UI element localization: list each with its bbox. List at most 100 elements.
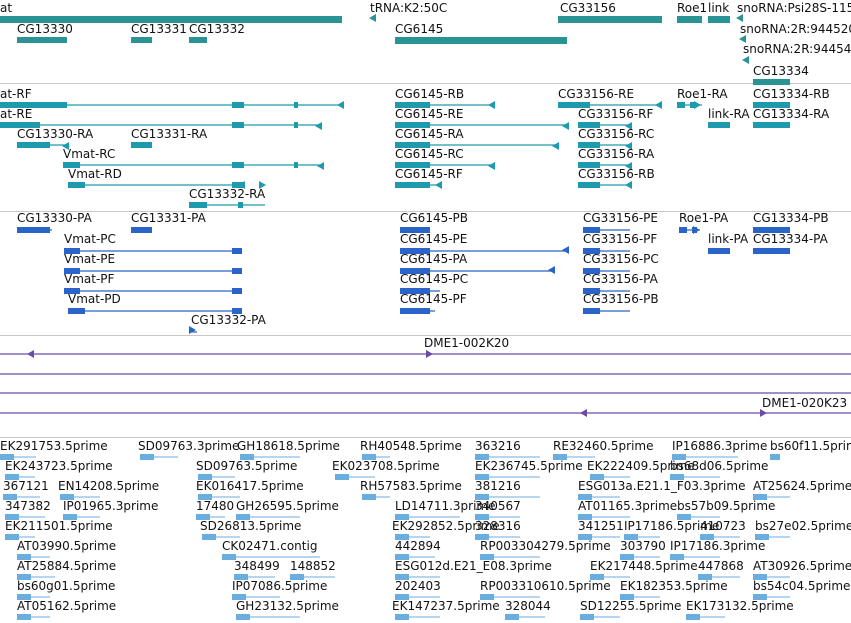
est-re32460-5prime[interactable]: RE32460.5prime [553,439,654,460]
est-367121[interactable]: 367121 [3,479,49,500]
feature-at-re[interactable]: at-RE [0,107,322,130]
est-rp003304279-5prime[interactable]: RP003304279.5prime [480,539,611,560]
est-at25624-5prime[interactable]: AT25624.5prime [753,479,851,500]
est-442894[interactable]: 442894 [395,539,441,560]
est-rh40548-5prime[interactable]: RH40548.5prime [360,439,462,460]
feature-cg33156-re[interactable]: CG33156-RE [558,87,662,109]
feature-vmat-rd[interactable]: Vmat-RD [68,167,245,189]
est-at30926-5prime[interactable]: AT30926.5prime [753,559,851,580]
gene-cg13332[interactable]: CG13332 [189,22,245,43]
feature-cg6145-pc[interactable]: CG6145-PC [400,272,468,294]
est-340567[interactable]: 340567 [475,499,521,520]
gene-link[interactable]: link [708,1,730,23]
est-at03990-5prime[interactable]: AT03990.5prime [17,539,116,560]
gene-snorna-2r-9445205[interactable]: snoRNA:2R:9445205 [739,22,851,43]
feature-vmat-pd[interactable]: Vmat-PD [68,292,242,314]
est-ek292852-5prime[interactable]: EK292852.5prime [392,519,500,540]
feature-roe1-ra[interactable]: Roe1-RA [677,87,728,109]
gene-track[interactable]: at tRNA:K2:50C CG33156 Roe1 link snoRNA:Psi28… [0,1,851,85]
est-381216[interactable]: 381216 [475,479,540,500]
est-148852[interactable]: 148852 [290,559,336,580]
feature-cg13332-ra[interactable]: CG13332-RA [189,181,266,208]
gene-cg13334[interactable]: CG13334 [753,64,809,85]
est-ek222409-5prime[interactable]: EK222409.5prime [587,459,695,480]
est-sd26813-5prime[interactable]: SD26813.5prime [200,519,301,540]
est-sd09763-3prime[interactable]: SD09763.3prime [138,439,239,460]
est-ek217448-5prime[interactable]: EK217448.5prime [590,559,698,580]
feature-cg6145-pf[interactable]: CG6145-PF [400,292,467,314]
est-341251[interactable]: 341251 [578,519,624,540]
feature-cg13334-pa[interactable]: CG13334-PA [753,232,829,254]
est-ek243723-5prime[interactable]: EK243723.5prime [5,459,113,480]
est-bs60g01-5prime[interactable]: bs60g01.5prime [17,579,115,600]
feature-cg33156-pa[interactable]: CG33156-PA [583,272,659,294]
est-rh57583-5prime[interactable]: RH57583.5prime [360,479,462,500]
gene-snorna-psi28s-115[interactable]: snoRNA:Psi28S-115 [736,1,851,22]
est-esg012d-e21-e08-3prime[interactable]: ESG012d.E21_E08.3prime [395,559,552,580]
feature-cg33156-pb[interactable]: CG33156-PB [583,292,659,314]
feature-cg33156-pf[interactable]: CG33156-PF [583,232,657,254]
est-347382[interactable]: 347382 [5,499,51,520]
est-202403[interactable]: 202403 [395,579,441,600]
est-gh23132-5prime[interactable]: GH23132.5prime [236,599,339,620]
gene-cg13331[interactable]: CG13331 [131,22,187,43]
repeat-dme1-020k23[interactable]: DME1-020K23 [0,396,851,417]
feature-vmat-rc[interactable]: Vmat-RC [63,147,324,170]
gene-cg6145[interactable]: CG6145 [395,22,567,44]
est-sd09763-5prime[interactable]: SD09763.5prime [196,459,297,480]
feature-at-rf[interactable]: at-RF [0,87,344,109]
feature-cg33156-ra[interactable]: CG33156-RA [578,147,655,170]
gene-snorna-2r-9445410[interactable]: snoRNA:2R:9445410 [742,42,851,64]
feature-cg13334-pb[interactable]: CG13334-PB [753,211,829,233]
est-447868[interactable]: 447868 [698,559,744,580]
feature-vmat-pe[interactable]: Vmat-PE [64,252,242,274]
gene-roe1[interactable]: Roe1 [677,1,707,23]
est-303790[interactable]: 303790 [620,539,666,560]
est-348499[interactable]: 348499 [234,559,280,580]
feature-cg33156-rc[interactable]: CG33156-RC [578,127,654,150]
feature-vmat-pf[interactable]: Vmat-PF [64,272,242,294]
feature-cg6145-rf[interactable]: CG6145-RF [395,167,463,189]
est-track[interactable]: EK291753.5prime SD09763.3primeGH18618.5pr… [0,439,851,620]
feature-cg33156-rf[interactable]: CG33156-RF [578,107,654,130]
est-ek147237-5prime[interactable]: EK147237.5prime [392,599,500,620]
est-410723[interactable]: 410723 [700,519,746,540]
est-ip17186-3prime[interactable]: IP17186.3prime [670,539,765,560]
est-bs60f11-5prime[interactable]: bs60f11.5prime [770,439,851,460]
feature-link-pa[interactable]: link-PA [708,232,749,254]
est-bs57b09-5prime[interactable]: bs57b09.5prime [677,499,775,520]
feature-cg6145-ra[interactable]: CG6145-RA [395,127,559,150]
feature-cg6145-re[interactable]: CG6145-RE [395,107,569,130]
est-ek236745-5prime[interactable]: EK236745.5prime [475,459,583,480]
est-328316[interactable]: 328316 [475,519,521,540]
est-sd12255-5prime[interactable]: SD12255.5prime [580,599,681,620]
gene-cg13330[interactable]: CG13330 [17,22,73,43]
est-at01165-3prime[interactable]: AT01165.3prime [578,499,677,520]
repeat-track[interactable]: DME1-002K20 DME1-020K23 [0,336,851,417]
est-ek182353-5prime[interactable]: EK182353.5prime [620,579,728,600]
feature-cg6145-rb[interactable]: CG6145-RB [395,87,495,109]
feature-link-ra[interactable]: link-RA [708,107,750,128]
feature-cg33156-rb[interactable]: CG33156-RB [578,167,655,189]
feature-cg13330-pa[interactable]: CG13330-PA [17,211,93,233]
est-ek016417-5prime[interactable]: EK016417.5prime [196,479,304,500]
est-at25884-5prime[interactable]: AT25884.5prime [17,559,116,580]
est-328044[interactable]: 328044 [505,599,551,620]
est-363216[interactable]: 363216 [475,439,540,460]
est-bs27e02-5prime[interactable]: bs27e02.5prime [755,519,851,540]
est-17480[interactable]: 17480 [196,499,234,520]
est-ek211501-5prime[interactable]: EK211501.5prime [5,519,113,540]
gene-at[interactable]: at [0,1,342,23]
est-bs54c04-5prime[interactable]: bs54c04.5prime [753,579,850,600]
transcript-track[interactable]: at-RF CG6145-RB CG33156-RE Roe1-RA CG13334-R… [0,87,830,208]
est-gh26595-5prime[interactable]: GH26595.5prime [236,499,339,520]
est-ek291753-5prime[interactable]: EK291753.5prime [0,439,108,460]
protein-track[interactable]: CG13330-PA CG13331-PA CG6145-PB CG33156-PE R… [17,211,829,334]
est-bs68d06-5prime[interactable]: bs68d06.5prime [670,459,768,480]
est-en14208-5prime[interactable]: EN14208.5prime [58,479,159,500]
feature-roe1-pa[interactable]: Roe1-PA [679,211,729,234]
est-rp003310610-5prime[interactable]: RP003310610.5prime [480,579,611,600]
repeat-dme1-002k20[interactable]: DME1-002K20 [0,336,851,358]
